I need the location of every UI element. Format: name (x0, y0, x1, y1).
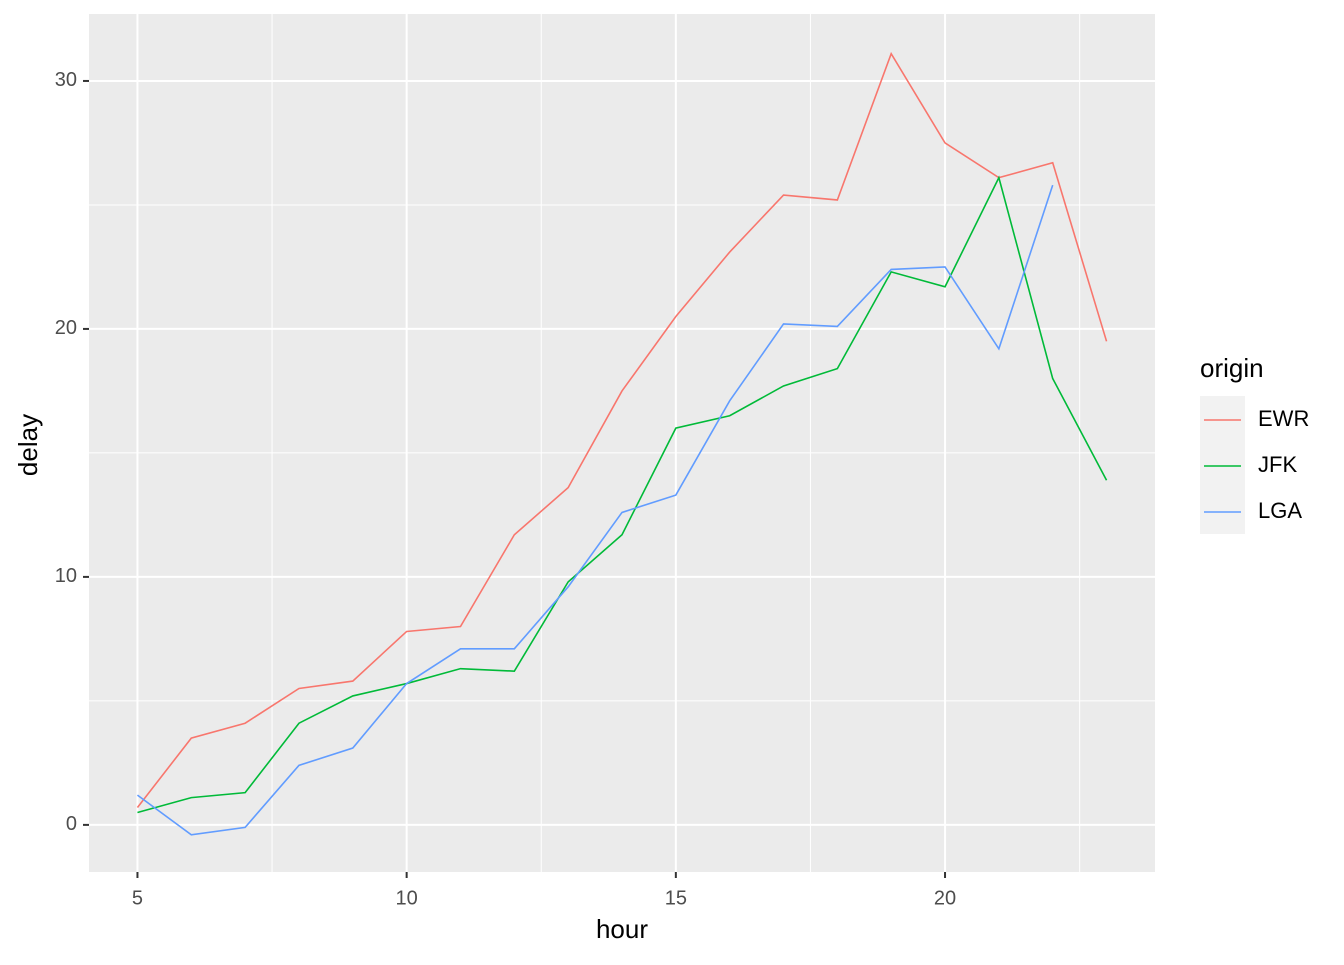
x-tick-label: 5 (132, 887, 143, 909)
lines (136, 51, 1108, 836)
panel (89, 14, 1155, 872)
x-tick-label: 10 (396, 887, 418, 909)
x-tick-label: 20 (934, 887, 956, 909)
y-tick-label: 10 (55, 565, 77, 587)
y-tick-label: 0 (66, 813, 77, 835)
legend-label: LGA (1258, 498, 1302, 523)
legend-title: origin (1200, 353, 1264, 383)
x-tick-label: 15 (665, 887, 687, 909)
legend-label: JFK (1258, 452, 1297, 477)
y-tick-label: 30 (55, 69, 77, 91)
grid (89, 14, 1155, 872)
y-tick-label: 20 (55, 317, 77, 339)
legend-label: EWR (1258, 406, 1309, 431)
x-axis-title: hour (596, 914, 648, 944)
series-line (136, 51, 1108, 809)
series-line (136, 184, 1054, 836)
legend: EWR JFK LGA (1200, 396, 1309, 534)
series-line (137, 175, 1108, 814)
legend-keys-bg (1200, 396, 1245, 534)
y-axis-title: delay (13, 414, 43, 476)
